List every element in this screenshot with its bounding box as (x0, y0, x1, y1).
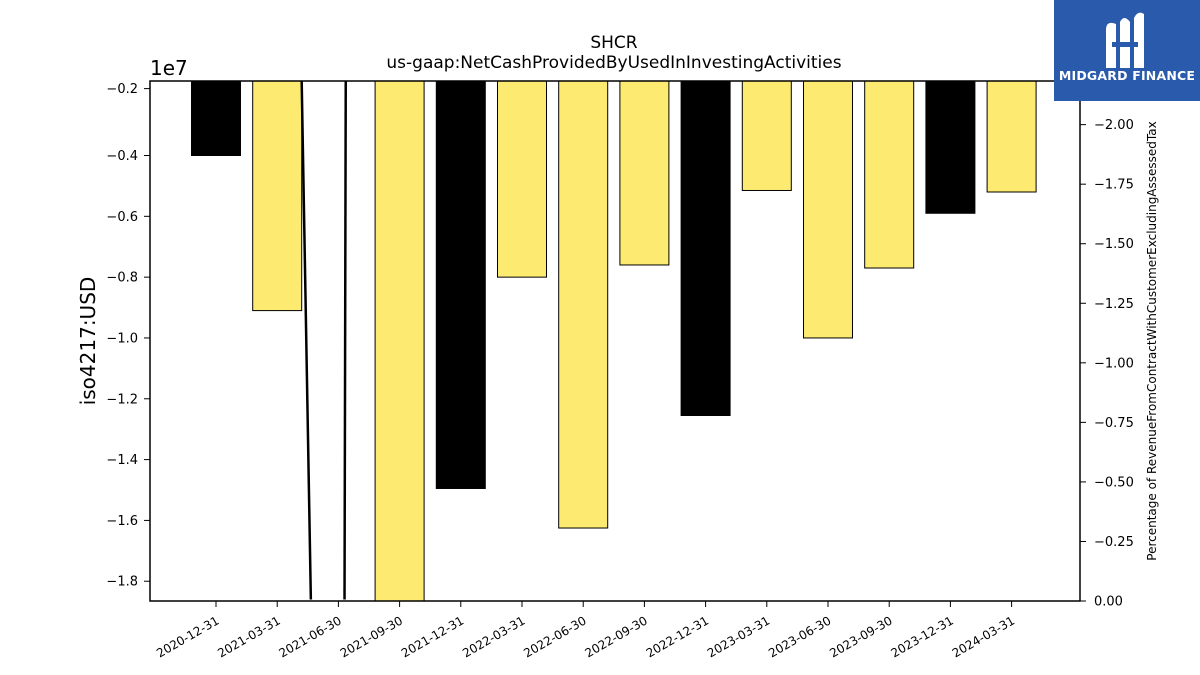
bar-2022-12-31 (680, 80, 731, 417)
bar-2024-03-31 (986, 80, 1037, 193)
y-tick-label: −0.8 (106, 271, 138, 286)
x-tick-label: 2021-03-31 (215, 613, 282, 660)
logo: MIDGARD FINANCE (1054, 0, 1200, 101)
bar-2021-12-31 (435, 80, 486, 489)
bar-2021-09-30 (374, 80, 425, 602)
plot-frame (149, 80, 1081, 602)
series-line-segment-1 (300, 80, 313, 600)
bar-2021-03-31 (252, 80, 303, 312)
x-tick-label: 2022-09-30 (582, 613, 649, 660)
x-tick-label: 2024-03-31 (950, 613, 1017, 660)
bar-2022-03-31 (497, 80, 547, 278)
y2-tick-label: −0.25 (1094, 535, 1134, 550)
x-tick-label: 2021-06-30 (276, 613, 343, 660)
y2-tick-label: −1.25 (1094, 297, 1134, 312)
y2-tick-label: −1.00 (1094, 356, 1134, 371)
series-line-segment-2 (343, 80, 347, 600)
x-tick-label: 2022-03-31 (460, 613, 527, 660)
y2-tick-label: −0.75 (1094, 416, 1134, 431)
y2-axis-label: Percentage of RevenueFromContractWithCus… (1145, 121, 1159, 560)
y2-tick-label: −2.00 (1094, 118, 1134, 133)
x-tick-label: 2023-09-30 (827, 613, 894, 660)
y2-tick-label: 0.00 (1094, 595, 1123, 610)
y2-tick-label: −1.50 (1094, 237, 1134, 252)
y-tick-label: −1.0 (106, 331, 138, 346)
x-tick-label: 2022-06-30 (521, 613, 588, 660)
bar-2023-09-30 (864, 80, 915, 269)
logo-text: MIDGARD FINANCE (1058, 68, 1196, 83)
chart-title: SHCR (590, 33, 637, 53)
y-tick-label: −1.6 (106, 514, 138, 529)
bars-group (191, 80, 1037, 602)
bar-2023-06-30 (803, 80, 853, 339)
y-axis-offset-label: 1e7 (150, 56, 188, 80)
x-tick-label: 2020-12-31 (154, 613, 221, 660)
y-tick-label: −0.6 (106, 210, 138, 225)
bar-2023-12-31 (925, 80, 976, 214)
x-tick-label: 2022-12-31 (644, 613, 711, 660)
x-tick-label: 2023-03-31 (705, 613, 772, 660)
y-tick-label: −0.4 (106, 149, 138, 164)
x-tick-label: 2021-09-30 (338, 613, 405, 660)
y2-tick-label: −0.50 (1094, 475, 1134, 490)
chart-subtitle: us-gaap:NetCashProvidedByUsedInInvesting… (386, 53, 841, 73)
x-tick-label: 2023-06-30 (766, 613, 833, 660)
y-tick-label: −0.2 (106, 82, 138, 97)
bar-2020-12-31 (191, 80, 241, 157)
x-tick-label: 2021-12-31 (399, 613, 466, 660)
x-tick-label: 2023-12-31 (888, 613, 955, 660)
y-tick-label: −1.8 (106, 575, 138, 590)
bar-2023-03-31 (741, 80, 792, 191)
line-group (300, 80, 347, 600)
logo-mark-icon (1106, 12, 1144, 69)
y-tick-label: −1.2 (106, 392, 138, 407)
bar-2022-09-30 (619, 80, 670, 266)
y-tick-label: −1.4 (106, 453, 138, 468)
y-axis-label: iso4217:USD (76, 277, 100, 406)
y2-tick-label: −1.75 (1094, 178, 1134, 193)
bar-2022-06-30 (558, 80, 609, 529)
